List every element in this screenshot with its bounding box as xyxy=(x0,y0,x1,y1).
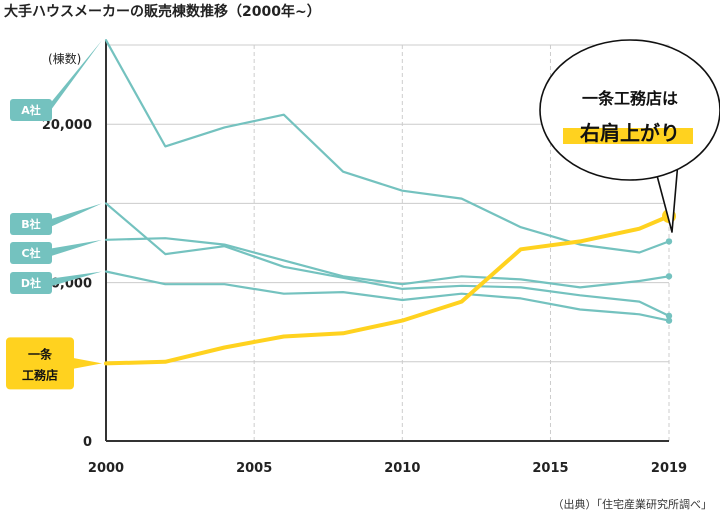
series-tag-label: C社 xyxy=(21,246,40,260)
x-tick-label: 2015 xyxy=(532,461,568,476)
y-axis-label: (棟数) xyxy=(48,51,81,66)
series-line xyxy=(104,214,671,366)
series-lines xyxy=(104,39,676,366)
series-tag-pointer xyxy=(70,357,102,370)
series-tag xyxy=(6,337,74,390)
callout-ellipse xyxy=(539,39,720,181)
callout-text-line2: 右肩上がり xyxy=(580,121,680,145)
series-tag-pointer xyxy=(48,271,102,287)
x-tick-label: 2010 xyxy=(384,461,420,476)
series-tag-pointer xyxy=(48,40,102,114)
series-tag-label: A社 xyxy=(21,103,41,117)
callout-text-line1: 一条工務店は xyxy=(582,89,678,108)
series-tag-pointer xyxy=(48,203,102,228)
series-line xyxy=(104,270,671,322)
series-line xyxy=(104,237,671,289)
series-endpoint xyxy=(665,312,673,320)
callout-joint xyxy=(657,163,676,169)
series-tag-label: D社 xyxy=(21,276,41,290)
series-endpoint xyxy=(665,238,673,245)
y-tick-label: 20,000 xyxy=(42,118,92,133)
series-tag xyxy=(10,213,52,235)
series-tag-label: 一条 xyxy=(28,346,53,361)
series-tag-label: 工務店 xyxy=(22,367,58,382)
series-endpoint xyxy=(665,273,673,280)
series-endpoint xyxy=(665,317,673,324)
x-tick-label: 2019 xyxy=(651,461,687,476)
source-note: （出典）「住宅産業研究所調べ」 xyxy=(553,497,713,511)
series-line xyxy=(104,39,671,254)
x-tick-label: 2005 xyxy=(236,461,272,476)
x-tick-label: 2000 xyxy=(88,461,124,476)
series-tag xyxy=(10,272,52,294)
chart-title: 大手ハウスメーカーの販売棟数推移（2000年~） xyxy=(4,3,321,20)
series-tag-pointer xyxy=(48,239,102,257)
series-tag xyxy=(10,242,52,264)
callout-highlight xyxy=(563,128,693,144)
series-tag-label: B社 xyxy=(21,217,40,231)
series-tag xyxy=(10,99,52,121)
y-tick-label: 0 xyxy=(83,435,92,450)
series-line xyxy=(104,202,671,317)
